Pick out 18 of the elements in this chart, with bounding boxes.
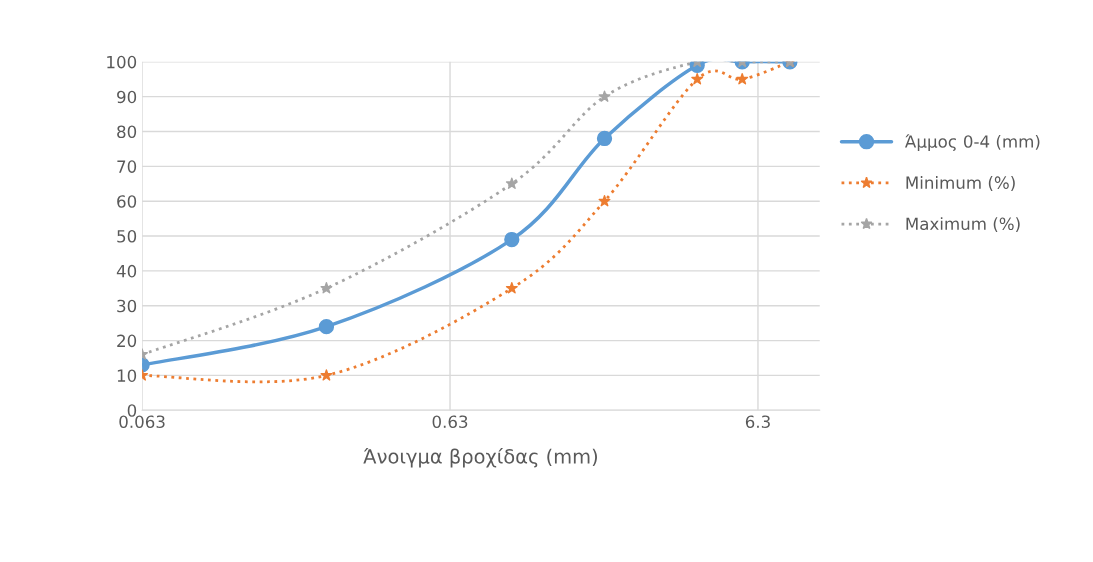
y-tick-label: 30 xyxy=(117,299,137,313)
y-tick-label: 10 xyxy=(117,369,137,382)
x-axis-title: Άνοιγμα βροχίδας (mm) xyxy=(363,447,597,468)
y-tick-label: 90 xyxy=(117,90,137,104)
legend-label: Άμμος 0-4 (mm) xyxy=(904,134,1040,152)
y-tick-label: 0 xyxy=(127,404,137,417)
y-tick-label: 100 xyxy=(107,55,137,69)
x-tick-label: 0.063 xyxy=(119,415,165,429)
y-tick-label: 20 xyxy=(117,334,137,348)
y-tick-label: 40 xyxy=(116,264,137,278)
y-tick-label: 50 xyxy=(117,230,137,243)
x-tick-label: 0.63 xyxy=(432,415,468,429)
y-tick-label: 70 xyxy=(117,160,137,173)
y-tick-label: 60 xyxy=(117,195,137,208)
legend-label: Minimum (%) xyxy=(906,176,1015,191)
x-tick-label: 6.3 xyxy=(745,415,770,429)
y-tick-label: 80 xyxy=(117,125,137,139)
legend-label: Maximum (%) xyxy=(906,217,1020,233)
